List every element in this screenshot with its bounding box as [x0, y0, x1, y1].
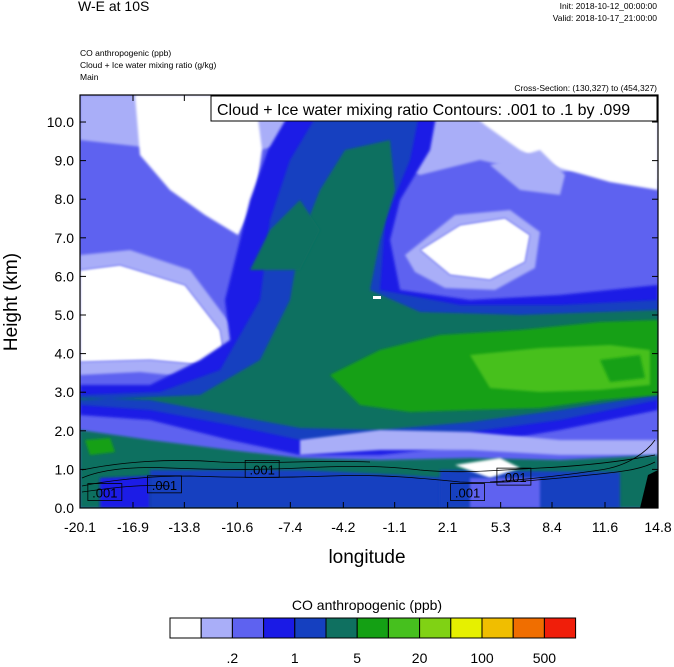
y-tick-label: 6.0 [55, 268, 75, 284]
contour-label: .001 [92, 486, 117, 501]
colorbar-swatch [263, 617, 296, 639]
contour-labels: .001 .001 .001 .001 .001 [87, 460, 532, 501]
x-tick-label: -16.9 [117, 519, 149, 535]
plot-title: W-E at 10S [78, 0, 150, 14]
contour-info-label: Cloud + Ice water mixing ratio Contours:… [217, 102, 630, 119]
x-tick-label: -10.6 [221, 519, 253, 535]
x-axis-title: longitude [328, 547, 405, 568]
x-tick-label: 8.4 [542, 519, 562, 535]
colorbar-label: 5 [353, 650, 361, 666]
contour-label-box [496, 467, 532, 486]
valid-time: Valid: 2018-10-17_21:00:00 [552, 13, 657, 23]
x-tick-label: -1.1 [383, 519, 407, 535]
contour-label: .001 [250, 462, 275, 477]
field-cloud-label: Cloud + Ice water mixing ratio (g/kg) [80, 60, 217, 70]
init-time: Init: 2018-10-12_00:00:00 [559, 1, 657, 11]
y-tick-label: 1.0 [55, 461, 75, 477]
x-tick-label: -20.1 [64, 519, 96, 535]
y-tick-label: 4.0 [55, 346, 75, 362]
colorbar-title: CO anthropogenic (ppb) [292, 597, 442, 613]
cross-section-label: Cross-Section: (130,327) to (454,327) [514, 83, 657, 93]
x-tick-label: -7.4 [278, 519, 302, 535]
colorbar-label: .2 [227, 650, 239, 666]
contour-label: .001 [501, 470, 526, 485]
colorbar-swatch [481, 617, 514, 639]
colorbar-swatch [543, 617, 577, 639]
y-tick-label: 9.0 [55, 153, 75, 169]
colorbar-swatch [169, 617, 202, 639]
field-co-label: CO anthropogenic (ppb) [80, 48, 172, 58]
y-tick-label: 5.0 [55, 307, 75, 323]
colorbar-swatch [419, 617, 452, 639]
colorbar-label: 1 [291, 650, 299, 666]
colorbar-swatch [200, 617, 233, 639]
colorbar-swatch [325, 617, 358, 639]
contour-label: .001 [152, 478, 177, 493]
field-main-label: Main [80, 72, 99, 82]
y-tick-label: 7.0 [55, 230, 75, 246]
y-axis-title: Height (km) [1, 253, 22, 351]
x-tick-label: 11.6 [592, 519, 618, 535]
colorbar-swatch [387, 617, 421, 639]
contour-label-box [244, 460, 280, 478]
x-tick-label: 5.3 [491, 519, 511, 535]
x-tick-label: -13.8 [168, 519, 200, 535]
colorbar-label: 20 [412, 650, 428, 666]
y-tick-label: 3.0 [55, 384, 75, 400]
colorbar-swatch [450, 617, 483, 639]
contour-label-box [87, 483, 123, 501]
colorbar-labels: .2 1 5 20 100 500 [227, 650, 557, 666]
plot-frame [79, 94, 659, 509]
x-tick-label: 2.1 [438, 519, 458, 535]
contour-label-box [147, 475, 182, 494]
colorbar-label: 500 [533, 650, 557, 666]
colorbar-label: 100 [470, 650, 494, 666]
co-shaded-field [80, 95, 658, 508]
x-tick-label: 14.8 [644, 519, 671, 535]
contour-label: .001 [455, 486, 480, 501]
contour-info-box [210, 95, 658, 122]
y-tick-label: 2.0 [55, 423, 75, 439]
y-tick-label: 8.0 [55, 191, 75, 207]
x-tick-label: -4.2 [331, 519, 355, 535]
colorbar [169, 617, 577, 639]
y-axis-ticks: 0.0 1.0 2.0 3.0 4.0 5.0 6.0 7.0 8.0 9.0 10.0 [47, 114, 658, 516]
y-tick-label: 10.0 [47, 114, 74, 130]
colorbar-swatch [231, 617, 265, 639]
contour-label-box [450, 483, 485, 501]
colorbar-swatch [512, 617, 545, 639]
y-tick-label: 0.0 [55, 500, 75, 516]
x-axis-ticks: -20.1 -16.9 -13.8 -10.6 -7.4 -4.2 -1.1 2.1 5.3 8.… [64, 95, 672, 535]
colorbar-swatch [356, 617, 389, 639]
colorbar-swatch [294, 617, 327, 639]
